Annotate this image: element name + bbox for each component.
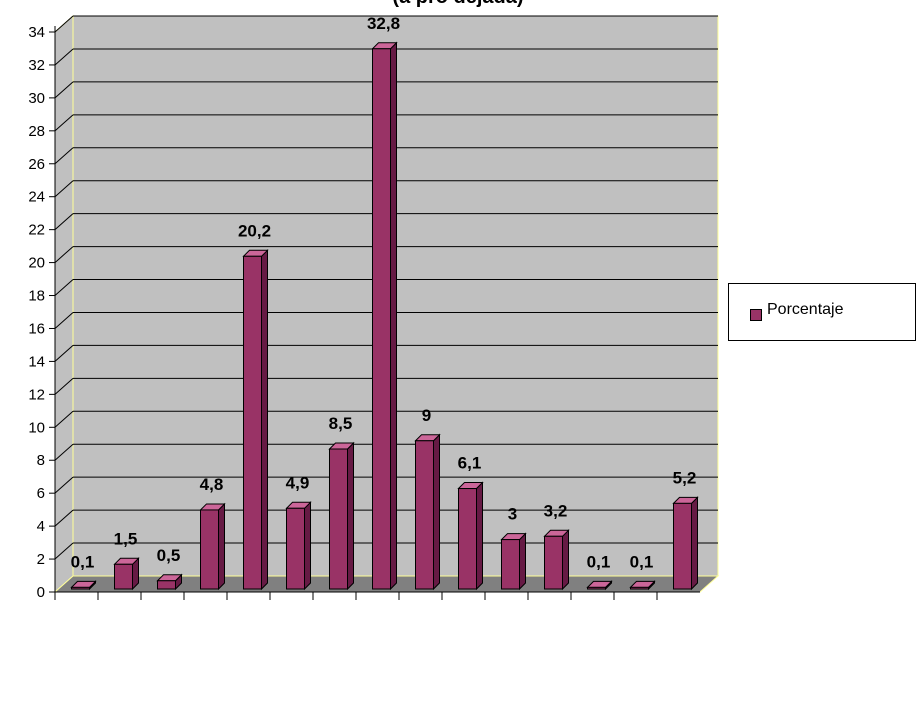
y-tick-label: 22 — [28, 222, 45, 239]
gridline-side — [54, 48, 74, 66]
y-tick-label: 18 — [28, 288, 45, 305]
bar — [286, 507, 305, 590]
gridline-side — [54, 180, 74, 198]
y-tick-label: 10 — [28, 419, 45, 436]
gridline-side — [54, 81, 74, 99]
bar-side — [347, 441, 354, 591]
bar-side — [304, 501, 311, 591]
plot-side-wall — [54, 14, 74, 594]
bar-side — [691, 496, 698, 591]
bar-side — [433, 433, 440, 591]
y-tick-label: 20 — [28, 255, 45, 272]
data-label: 3 — [508, 505, 517, 524]
data-label: 0,5 — [157, 546, 181, 565]
gridline-side — [54, 246, 74, 263]
data-label: 0,1 — [71, 552, 95, 571]
bar — [587, 586, 606, 590]
y-tick-label: 8 — [37, 452, 45, 469]
y-tick-label: 16 — [28, 320, 45, 337]
legend-swatch-porcentaje — [750, 309, 762, 321]
gridline-side — [54, 15, 74, 33]
bar-side — [261, 249, 268, 591]
bar — [114, 563, 133, 590]
bar — [415, 440, 434, 590]
y-tick-label: 6 — [37, 485, 45, 502]
gridline-side — [54, 147, 74, 165]
gridline-side — [54, 410, 74, 428]
y-tick-label: 26 — [28, 156, 45, 173]
legend-label-porcentaje: Porcentaje — [767, 301, 844, 318]
gridline-side — [54, 213, 74, 231]
data-label: 32,8 — [367, 14, 400, 33]
bar — [200, 509, 219, 590]
data-label: 0,1 — [587, 552, 611, 571]
data-label: 1,5 — [114, 529, 138, 548]
y-tick-label: 32 — [28, 57, 45, 74]
data-label: 3,2 — [544, 501, 568, 520]
data-label: 6,1 — [458, 454, 482, 473]
bar — [458, 488, 477, 590]
gridline-side — [54, 312, 74, 329]
data-label: 5,2 — [673, 468, 697, 487]
y-tick-label: 34 — [28, 24, 45, 41]
bar-side — [519, 532, 526, 591]
data-label: 20,2 — [238, 221, 271, 240]
bar — [630, 586, 649, 590]
gridline-side — [54, 114, 74, 132]
bar — [501, 539, 520, 590]
bar-side — [218, 502, 225, 591]
bar-side — [390, 41, 397, 591]
bar-side — [562, 529, 569, 591]
bar — [71, 586, 90, 590]
gridline-side — [54, 509, 74, 527]
bar — [243, 255, 262, 590]
gridline-side — [54, 345, 74, 362]
y-tick-label: 12 — [28, 386, 45, 403]
y-tick-label: 14 — [28, 353, 45, 370]
bar — [329, 448, 348, 590]
y-tick-label: 28 — [28, 123, 45, 140]
y-tick-label: 4 — [37, 518, 45, 535]
data-label: 8,5 — [329, 414, 353, 433]
y-tick-label: 30 — [28, 90, 45, 107]
chart-title: (a pro dejada) — [0, 0, 916, 9]
data-label: 0,1 — [630, 552, 654, 571]
gridline-side — [54, 279, 74, 296]
y-tick-label: 2 — [37, 551, 45, 568]
gridline-side — [54, 542, 74, 560]
bar — [157, 580, 176, 590]
bar — [673, 502, 692, 590]
gridline-side — [54, 443, 74, 461]
bar-side — [476, 481, 483, 591]
gridline-side — [54, 377, 74, 395]
legend: Porcentaje — [728, 283, 916, 341]
bar — [372, 48, 391, 590]
y-tick-label: 24 — [28, 189, 45, 206]
data-label: 9 — [422, 406, 431, 425]
data-label: 4,8 — [200, 475, 224, 494]
bar — [544, 535, 563, 590]
data-label: 4,9 — [286, 473, 310, 492]
gridline-side — [54, 476, 74, 494]
y-tick-label: 0 — [37, 584, 45, 601]
